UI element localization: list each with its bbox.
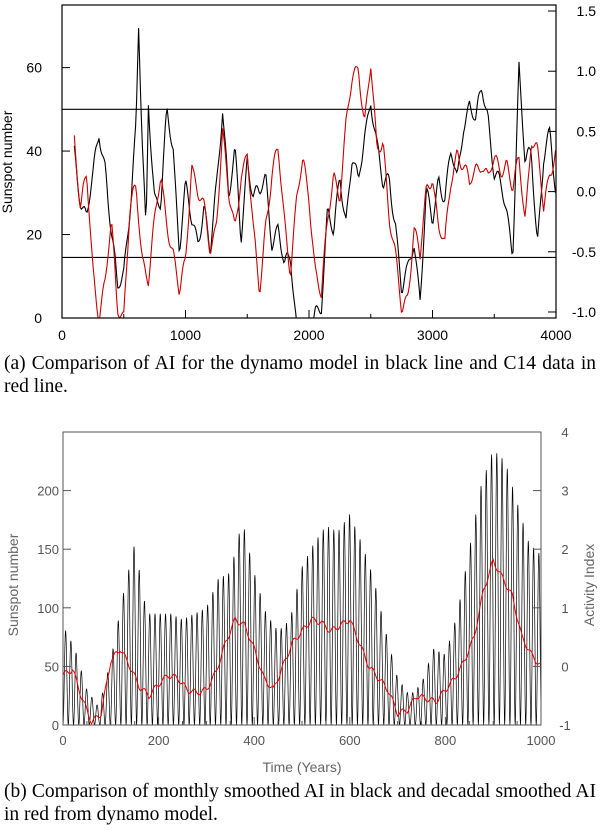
chart-b-xtick-label-3: 600 [339, 733, 361, 748]
chart-b-y2tick-label-2: 1 [561, 601, 568, 616]
chart-b: 0 200 400 600 800 1000 0 50 100 150 200 -1 0 1 2 3 4 Sun… [5, 425, 597, 775]
chart-a-ytick-label-0: 0 [34, 310, 42, 326]
chart-b-ytick-label-2: 100 [37, 601, 59, 616]
chart-b-xtick-label-0: 0 [59, 733, 66, 748]
chart-b-ytick-label-3: 150 [37, 542, 59, 557]
chart-a: 0 1000 2000 3000 4000 0 20 40 60 -1.0 -0.5 0.0 0.5 1.… [0, 3, 596, 343]
chart-b-y2tick-label-3: 2 [561, 542, 568, 557]
chart-a-xtick-label-2: 2000 [293, 327, 324, 343]
chart-b-xtick-label-4: 800 [435, 733, 457, 748]
chart-b-xlabel: Time (Years) [262, 759, 341, 775]
chart-b-y2tick-label-1: 0 [561, 659, 568, 674]
chart-a-series-dynamo-ai [73, 28, 556, 318]
chart-b-y2label: Activity Index [581, 544, 597, 626]
chart-a-frame [61, 4, 557, 319]
chart-b-y2tick-label-4: 3 [561, 484, 568, 499]
chart-a-ticks: 0 1000 2000 3000 4000 0 20 40 60 -1.0 -0.5 0.0 0.5 1.… [26, 3, 596, 343]
chart-b-ylabel: Sunspot number [5, 533, 21, 636]
figure-caption-a: (a) Comparison of AI for the dynamo mode… [4, 353, 596, 397]
chart-a-y2tick-label-1: -0.5 [572, 244, 596, 260]
chart-a-y2tick-label-3: 0.5 [577, 123, 597, 139]
chart-a-ytick-label-3: 60 [26, 60, 42, 76]
chart-a-ylabel: Sunspot number [0, 110, 15, 213]
chart-b-series-decadal-ai [63, 557, 541, 725]
chart-a-y2tick-label-2: 0.0 [577, 184, 597, 200]
chart-b-y2tick-label-5: 4 [561, 425, 568, 440]
chart-b-ytick-label-4: 200 [37, 484, 59, 499]
chart-a-ytick-label-2: 40 [26, 143, 42, 159]
chart-b-xtick-label-5: 1000 [527, 733, 556, 748]
chart-a-series-c14 [73, 65, 556, 318]
chart-b-y2tick-label-0: -1 [559, 718, 571, 733]
chart-b-lines [63, 453, 541, 725]
chart-b-ticks: 0 200 400 600 800 1000 0 50 100 150 200 -1 0 1 2 3 4 [37, 425, 570, 748]
chart-a-y2tick-label-0: -1.0 [572, 304, 596, 320]
figure-caption-b: (b) Comparison of monthly smoothed AI in… [4, 781, 596, 825]
chart-b-series-monthly-ai [63, 453, 541, 725]
chart-a-xtick-label-3: 3000 [417, 327, 448, 343]
chart-b-ytick-label-0: 0 [52, 718, 59, 733]
chart-a-lines [62, 28, 556, 318]
chart-a-xtick-label-4: 4000 [540, 327, 571, 343]
chart-b-ytick-label-1: 50 [45, 659, 59, 674]
chart-a-xtick-label-1: 1000 [170, 327, 201, 343]
chart-a-y2tick-label-5: 1.5 [577, 3, 597, 19]
chart-b-xtick-label-1: 200 [148, 733, 170, 748]
chart-a-y2tick-label-4: 1.0 [577, 63, 597, 79]
chart-a-ytick-label-1: 20 [26, 227, 42, 243]
chart-b-xtick-label-2: 400 [243, 733, 265, 748]
chart-a-xtick-label-0: 0 [58, 327, 66, 343]
